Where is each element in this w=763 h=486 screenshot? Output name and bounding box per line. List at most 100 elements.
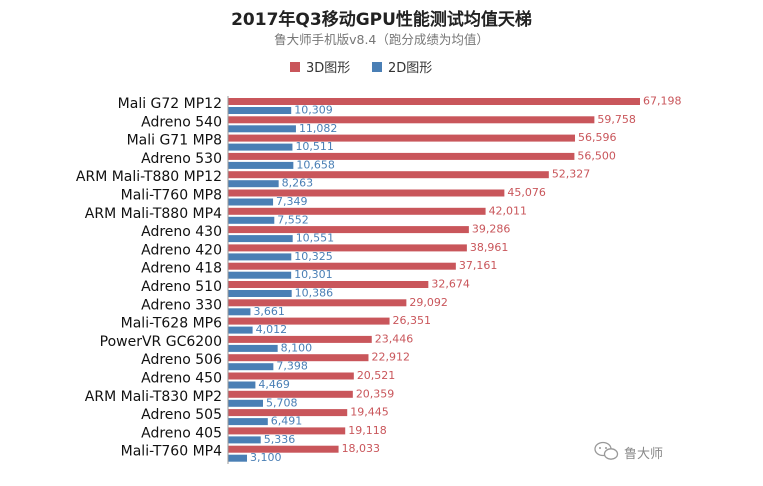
bar-2d-mali-t760-mp4 (228, 454, 248, 462)
category-label-arm-mali-t880-mp12: ARM Mali-T880 MP12 (76, 169, 222, 185)
chart-subtitle: 鲁大师手机版v8.4（跑分成绩为均值） (274, 32, 489, 47)
value-label-2d-adreno-450: 4,469 (258, 378, 290, 391)
value-label-2d-arm-mali-t830-mp2: 5,708 (266, 396, 298, 409)
value-label-2d-mali-t760-mp8: 7,349 (276, 195, 308, 208)
value-label-3d-mali-t760-mp4: 18,033 (342, 442, 381, 455)
value-label-2d-adreno-420: 10,325 (294, 250, 333, 263)
value-label-2d-adreno-430: 10,551 (296, 232, 335, 245)
bar-3d-powervr-gc6200 (228, 335, 372, 343)
category-label-mali-g72-mp12: Mali G72 MP12 (118, 96, 222, 112)
category-label-arm-mali-t830-mp2: ARM Mali-T830 MP2 (85, 389, 222, 405)
bar-3d-mali-g72-mp12 (228, 98, 640, 105)
bar-2d-adreno-506 (228, 363, 274, 371)
watermark: 鲁大师 (594, 441, 663, 462)
legend-label-3d: 3D图形 (306, 61, 350, 76)
bar-2d-adreno-420 (228, 253, 292, 261)
value-label-3d-adreno-505: 19,445 (350, 406, 389, 419)
bar-3d-adreno-505 (228, 409, 348, 417)
value-label-3d-adreno-530: 56,500 (577, 149, 616, 162)
bar-2d-arm-mali-t880-mp4 (228, 216, 275, 224)
category-label-adreno-405: Adreno 405 (141, 425, 222, 441)
bar-3d-adreno-430 (228, 226, 469, 234)
bar-2d-adreno-430 (228, 235, 293, 243)
value-label-3d-adreno-540: 59,758 (597, 113, 636, 126)
category-label-adreno-506: Adreno 506 (141, 352, 222, 368)
bar-2d-mali-g72-mp12 (228, 107, 292, 114)
value-label-3d-arm-mali-t880-mp4: 42,011 (489, 204, 527, 217)
value-label-3d-arm-mali-t880-mp12: 52,327 (552, 168, 591, 181)
bar-2d-arm-mali-t880-mp12 (228, 180, 279, 188)
bar-3d-adreno-405 (228, 427, 346, 435)
bar-2d-mali-t760-mp8 (228, 198, 274, 206)
value-label-3d-adreno-450: 20,521 (357, 369, 396, 382)
wechat-icon (594, 441, 619, 460)
value-label-3d-adreno-430: 39,286 (472, 223, 511, 236)
bar-2d-adreno-418 (228, 271, 292, 279)
chart-title: 2017年Q3移动GPU性能测试均值天梯 (231, 9, 532, 30)
bar-2d-adreno-450 (228, 381, 256, 389)
category-label-adreno-420: Adreno 420 (141, 242, 222, 258)
plot-area: Mali G72 MP12 67,198 10,309 Adreno 540 59,75… (76, 95, 682, 465)
value-label-2d-adreno-530: 10,658 (296, 158, 335, 171)
bar-2d-adreno-505 (228, 418, 268, 426)
bar-2d-adreno-540 (228, 125, 296, 133)
value-label-2d-arm-mali-t880-mp12: 8,263 (282, 177, 314, 190)
bar-3d-adreno-540 (228, 116, 595, 124)
category-label-adreno-510: Adreno 510 (141, 279, 222, 295)
category-label-arm-mali-t880-mp4: ARM Mali-T880 MP4 (85, 206, 222, 222)
bar-3d-adreno-418 (228, 262, 456, 270)
bar-2d-mali-g71-mp8 (228, 143, 293, 151)
category-label-powervr-gc6200: PowerVR GC6200 (100, 334, 222, 350)
bar-3d-mali-g71-mp8 (228, 134, 575, 142)
legend: 3D图形 2D图形 (290, 61, 432, 76)
value-label-3d-arm-mali-t830-mp2: 20,359 (356, 387, 395, 400)
value-label-2d-mali-t628-mp6: 4,012 (256, 323, 288, 336)
bar-3d-mali-t628-mp6 (228, 317, 390, 325)
bar-3d-adreno-330 (228, 299, 407, 307)
bar-2d-adreno-405 (228, 436, 261, 444)
bar-3d-arm-mali-t880-mp4 (228, 207, 486, 215)
bar-3d-adreno-530 (228, 152, 575, 160)
category-label-adreno-450: Adreno 450 (141, 371, 222, 387)
value-label-3d-powervr-gc6200: 23,446 (375, 332, 414, 345)
bar-2d-adreno-510 (228, 290, 292, 297)
category-label-adreno-418: Adreno 418 (141, 261, 222, 277)
category-label-adreno-530: Adreno 530 (141, 151, 222, 167)
value-label-3d-mali-t628-mp6: 26,351 (393, 314, 432, 327)
value-label-3d-adreno-420: 38,961 (470, 241, 509, 254)
category-label-mali-g71-mp8: Mali G71 MP8 (127, 133, 222, 149)
value-label-2d-mali-g71-mp8: 10,511 (295, 140, 334, 153)
category-label-adreno-505: Adreno 505 (141, 407, 222, 423)
value-label-2d-adreno-405: 5,336 (264, 433, 296, 446)
value-label-3d-mali-g72-mp12: 67,198 (643, 95, 682, 108)
value-label-2d-adreno-506: 7,398 (276, 360, 308, 373)
value-label-2d-adreno-505: 6,491 (271, 415, 303, 428)
value-label-3d-adreno-330: 29,092 (409, 296, 448, 309)
category-label-adreno-430: Adreno 430 (141, 224, 222, 240)
category-label-mali-t760-mp4: Mali-T760 MP4 (121, 444, 222, 460)
value-label-2d-adreno-540: 11,082 (299, 122, 338, 135)
value-label-3d-mali-t760-mp8: 45,076 (507, 186, 546, 199)
value-label-2d-powervr-gc6200: 8,100 (281, 341, 313, 354)
value-label-3d-adreno-405: 19,118 (348, 424, 387, 437)
bar-2d-mali-t628-mp6 (228, 326, 253, 334)
category-label-adreno-540: Adreno 540 (141, 114, 222, 130)
bar-2d-arm-mali-t830-mp2 (228, 399, 263, 407)
value-label-3d-adreno-506: 22,912 (371, 351, 410, 364)
bar-2d-adreno-530 (228, 161, 294, 169)
watermark-text: 鲁大师 (624, 447, 663, 462)
category-label-mali-t628-mp6: Mali-T628 MP6 (121, 316, 222, 332)
value-label-2d-mali-t760-mp4: 3,100 (250, 451, 282, 464)
legend-swatch-3d (290, 62, 300, 72)
legend-swatch-2d (372, 62, 382, 72)
value-label-3d-adreno-418: 37,161 (459, 259, 498, 272)
bar-3d-adreno-450 (228, 372, 354, 380)
bar-3d-arm-mali-t830-mp2 (228, 390, 353, 398)
value-label-3d-adreno-510: 32,674 (431, 278, 470, 291)
bar-2d-powervr-gc6200 (228, 344, 278, 352)
bar-3d-adreno-506 (228, 354, 369, 362)
bar-3d-arm-mali-t880-mp12 (228, 171, 549, 179)
legend-label-2d: 2D图形 (388, 61, 432, 76)
bar-3d-adreno-510 (228, 281, 429, 288)
category-label-mali-t760-mp8: Mali-T760 MP8 (121, 188, 222, 204)
